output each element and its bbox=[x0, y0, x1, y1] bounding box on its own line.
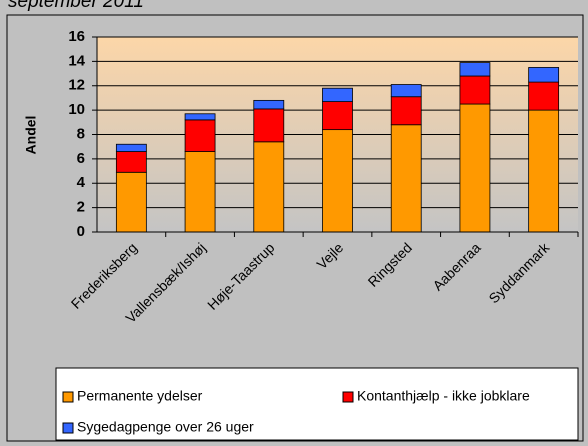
bar-segment bbox=[115, 171, 147, 233]
bar-segment bbox=[528, 67, 560, 83]
y-tick-label: 4 bbox=[77, 174, 86, 191]
bar-segment bbox=[184, 151, 216, 233]
bar-segment bbox=[322, 129, 353, 233]
legend-swatch bbox=[342, 391, 354, 403]
y-tick-label: 14 bbox=[68, 52, 85, 69]
bar-segment bbox=[115, 143, 147, 152]
bar-segment bbox=[253, 99, 285, 110]
bar-segment bbox=[390, 84, 422, 98]
bar-segment bbox=[390, 96, 422, 126]
legend-label: Kontanthjælp - ikke jobklare bbox=[357, 388, 530, 404]
bar-segment bbox=[253, 108, 285, 143]
bar-segment bbox=[528, 81, 560, 111]
bar-segment bbox=[115, 151, 147, 173]
bar-segment bbox=[253, 141, 285, 233]
legend bbox=[55, 367, 579, 441]
y-tick-label: 10 bbox=[68, 101, 85, 118]
bar-segment bbox=[459, 62, 491, 77]
y-tick-label: 16 bbox=[68, 28, 85, 45]
legend-swatch bbox=[62, 422, 74, 434]
y-tick-label: 8 bbox=[77, 125, 85, 142]
y-tick-label: 0 bbox=[77, 223, 85, 240]
y-tick-label: 6 bbox=[77, 150, 85, 167]
legend-label: Sygedagpenge over 26 uger bbox=[77, 419, 254, 435]
legend-swatch bbox=[62, 391, 74, 403]
bar-segment bbox=[459, 75, 491, 105]
bar-segment bbox=[184, 119, 216, 152]
y-tick-label: 12 bbox=[68, 77, 85, 94]
bar-segment bbox=[390, 124, 422, 233]
chart-title: september 2011 bbox=[8, 0, 144, 12]
legend-label: Permanente ydelser bbox=[77, 388, 203, 404]
bar-segment bbox=[322, 101, 353, 131]
bar-segment bbox=[459, 103, 491, 233]
y-tick-label: 2 bbox=[77, 199, 85, 216]
y-axis-label: Andel bbox=[23, 116, 39, 155]
bar-segment bbox=[322, 87, 353, 102]
bar-segment bbox=[528, 109, 560, 233]
bar-segment bbox=[184, 113, 216, 121]
